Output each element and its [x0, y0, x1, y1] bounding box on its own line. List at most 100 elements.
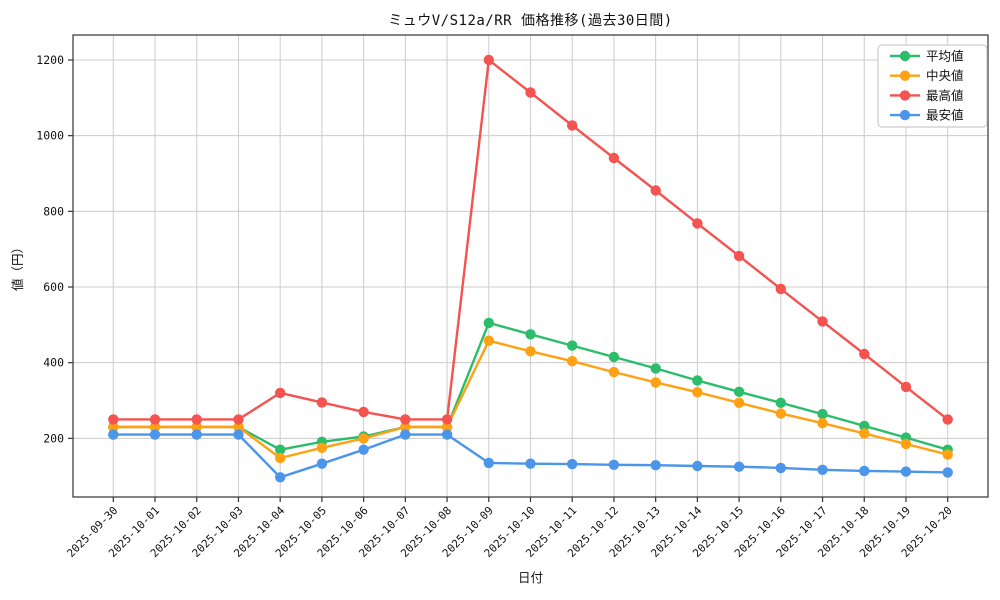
data-point-min	[525, 458, 536, 469]
legend-marker-dot-median	[899, 70, 911, 81]
data-point-median	[942, 449, 953, 460]
data-point-max	[191, 414, 202, 425]
data-point-min	[108, 429, 119, 440]
data-point-max	[692, 218, 703, 229]
data-point-max	[775, 283, 786, 295]
data-point-median	[900, 438, 912, 450]
data-point-median	[733, 397, 745, 408]
legend-marker-dot-max	[899, 90, 911, 101]
data-point-max	[441, 414, 453, 425]
data-point-max	[525, 87, 536, 98]
data-point-min	[608, 459, 620, 470]
y-tick-label: 400	[43, 356, 64, 370]
data-point-max	[149, 414, 161, 425]
data-point-average	[692, 375, 703, 386]
y-tick-label: 1000	[36, 129, 64, 143]
data-point-max	[567, 120, 578, 131]
legend-item-max: 最高値	[890, 88, 964, 103]
data-point-average	[775, 397, 786, 408]
data-point-average	[275, 444, 286, 455]
data-point-median	[275, 452, 286, 464]
data-point-max	[358, 406, 369, 418]
y-axis-label: 値（円）	[10, 241, 25, 291]
data-point-median	[358, 433, 369, 444]
data-point-average	[733, 386, 745, 397]
data-point-average	[567, 340, 578, 351]
data-point-average	[608, 351, 620, 363]
data-point-median	[525, 346, 536, 357]
data-point-min	[316, 458, 328, 469]
data-point-median	[400, 421, 411, 433]
data-point-min	[400, 429, 411, 440]
data-point-median	[859, 428, 870, 439]
data-point-max	[650, 185, 661, 196]
data-point-min	[191, 429, 202, 440]
y-tick-label: 600	[43, 280, 64, 294]
data-point-median	[191, 421, 202, 433]
data-point-min	[149, 429, 161, 440]
series-average	[108, 317, 953, 455]
data-point-median	[316, 442, 328, 453]
legend-label-max: 最高値	[926, 88, 964, 103]
legend-marker-dot-average	[899, 50, 911, 62]
data-point-median	[567, 356, 578, 367]
data-point-max	[733, 250, 745, 262]
data-point-median	[608, 366, 620, 378]
legend-box	[877, 44, 988, 128]
data-point-max	[233, 414, 244, 425]
data-point-min	[275, 472, 286, 483]
data-point-max	[275, 387, 286, 399]
data-point-min	[817, 464, 828, 475]
data-point-average	[525, 329, 536, 340]
data-point-average	[859, 420, 870, 432]
data-point-max	[108, 414, 119, 425]
legend-item-average: 平均値	[890, 49, 964, 64]
x-axis-label: 日付	[518, 570, 543, 585]
series-max	[108, 54, 953, 425]
data-point-max	[483, 54, 494, 66]
data-point-median	[233, 421, 244, 433]
data-point-min	[942, 467, 953, 478]
data-point-min	[650, 460, 661, 471]
data-point-median	[775, 408, 786, 419]
data-point-min	[233, 429, 244, 440]
data-point-min	[859, 465, 870, 477]
data-point-median	[650, 377, 661, 388]
data-point-max	[942, 414, 953, 425]
legend-label-median: 中央値	[926, 68, 964, 83]
legend-marker-dot-min	[899, 109, 911, 121]
data-point-min	[692, 460, 703, 472]
data-point-median	[149, 421, 161, 433]
data-point-average	[650, 363, 661, 374]
y-tick-label: 800	[43, 204, 64, 218]
legend-item-min: 最安値	[890, 108, 964, 123]
data-point-max	[316, 397, 328, 408]
legend-item-median: 中央値	[890, 68, 964, 83]
axis-ticks	[68, 59, 949, 502]
data-point-max	[608, 152, 620, 164]
data-point-min	[483, 457, 494, 469]
legend-label-average: 平均値	[926, 49, 964, 64]
data-point-median	[692, 387, 703, 398]
data-point-max	[859, 348, 870, 360]
data-point-min	[733, 461, 745, 472]
axis-tick-labels: 200400600800100012002025-09-302025-10-01…	[36, 53, 955, 560]
series-min	[108, 429, 953, 483]
data-point-min	[775, 462, 786, 474]
data-point-average	[817, 408, 828, 420]
data-point-average	[483, 317, 494, 329]
y-tick-label: 1200	[36, 53, 64, 67]
data-point-median	[483, 335, 494, 346]
chart-title: ミュウV/S12a/RR 価格推移(過去30日間)	[388, 13, 673, 29]
grid-lines	[73, 35, 988, 497]
data-point-max	[400, 414, 411, 425]
data-point-max	[817, 316, 828, 327]
legend-label-min: 最安値	[926, 108, 964, 123]
data-point-median	[108, 421, 119, 433]
data-point-min	[567, 458, 578, 470]
data-point-max	[900, 381, 912, 393]
series-median	[108, 335, 953, 464]
